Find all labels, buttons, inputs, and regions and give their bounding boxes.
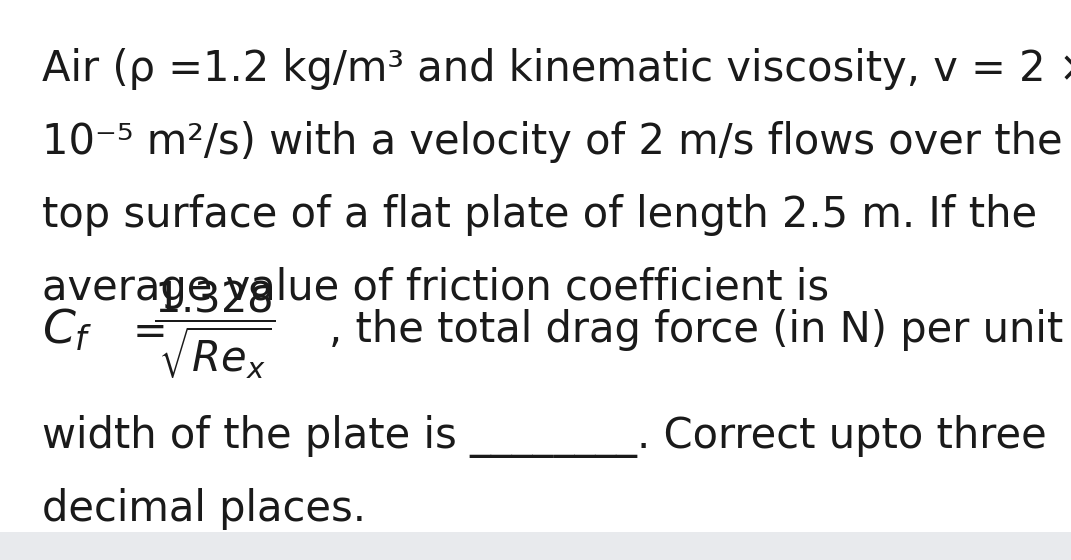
Text: decimal places.: decimal places. [42, 488, 366, 530]
Text: width of the plate is ________. Correct upto three: width of the plate is ________. Correct … [42, 415, 1046, 458]
Text: Air (ρ =1.2 kg/m³ and kinematic viscosity, v = 2 ×: Air (ρ =1.2 kg/m³ and kinematic viscosit… [42, 48, 1071, 90]
Text: , the total drag force (in N) per unit: , the total drag force (in N) per unit [329, 309, 1064, 351]
Bar [0, 532, 1071, 560]
Text: $C_f$: $C_f$ [42, 307, 93, 353]
Text: $\dfrac{1.328}{\sqrt{Re_x}}$: $\dfrac{1.328}{\sqrt{Re_x}}$ [154, 279, 275, 381]
Text: 10⁻⁵ m²/s) with a velocity of 2 m/s flows over the: 10⁻⁵ m²/s) with a velocity of 2 m/s flow… [42, 121, 1062, 163]
Text: average value of friction coefficient is: average value of friction coefficient is [42, 267, 829, 309]
Text: $=$: $=$ [124, 309, 165, 351]
Text: top surface of a flat plate of length 2.5 m. If the: top surface of a flat plate of length 2.… [42, 194, 1037, 236]
